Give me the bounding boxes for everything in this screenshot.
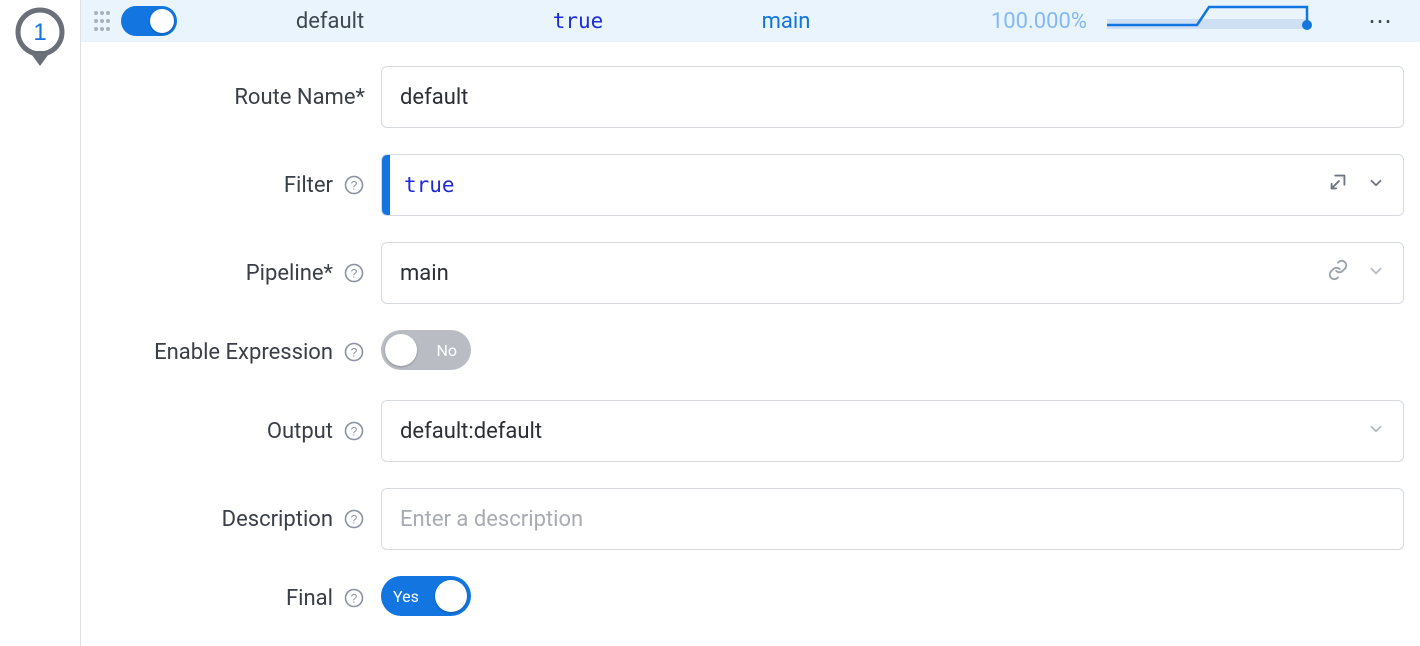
output-value: default:default: [400, 419, 542, 444]
svg-text:?: ?: [351, 267, 358, 281]
route-name-input[interactable]: default: [381, 66, 1404, 128]
route-name-label: Route Name*: [234, 85, 365, 110]
route-gutter: 1: [0, 0, 80, 646]
chevron-down-icon[interactable]: [1367, 419, 1385, 444]
route-header-row: default true main 100.000% ⋯: [81, 0, 1420, 42]
output-label: Output: [267, 419, 333, 444]
final-label: Final: [286, 586, 333, 611]
drag-handle-icon[interactable]: [91, 10, 113, 32]
route-enabled-toggle[interactable]: [121, 6, 177, 36]
filter-accent-bar: [382, 155, 390, 215]
chevron-down-icon[interactable]: [1367, 261, 1385, 286]
pipeline-select[interactable]: main: [381, 242, 1404, 304]
filter-input[interactable]: true: [381, 154, 1404, 216]
output-select[interactable]: default:default: [381, 400, 1404, 462]
chevron-down-icon[interactable]: [1367, 173, 1385, 198]
map-pin-icon: 1: [12, 6, 68, 72]
help-icon[interactable]: ?: [343, 587, 365, 609]
filter-value: true: [404, 173, 455, 197]
pipeline-value: main: [400, 261, 449, 286]
help-icon[interactable]: ?: [343, 341, 365, 363]
route-form: Route Name* default Filter ?: [81, 42, 1420, 646]
more-menu-button[interactable]: ⋯: [1360, 3, 1402, 39]
header-pipeline[interactable]: main: [681, 9, 891, 34]
header-filter: true: [483, 9, 673, 33]
link-icon[interactable]: [1327, 259, 1349, 287]
help-icon[interactable]: ?: [343, 174, 365, 196]
header-sparkline: [1107, 1, 1317, 41]
svg-text:?: ?: [351, 179, 358, 193]
svg-text:?: ?: [351, 592, 358, 606]
svg-text:?: ?: [351, 513, 358, 527]
toggle-off-text: No: [436, 330, 457, 370]
description-input[interactable]: [400, 507, 1385, 532]
route-name-value: default: [400, 85, 468, 110]
expand-icon[interactable]: [1327, 171, 1349, 199]
svg-text:?: ?: [351, 425, 358, 439]
toggle-on-text: Yes: [393, 576, 419, 616]
help-icon[interactable]: ?: [343, 262, 365, 284]
filter-label: Filter: [284, 173, 333, 198]
header-route-name: default: [185, 9, 475, 34]
final-toggle[interactable]: Yes: [381, 576, 471, 616]
route-number: 1: [33, 19, 46, 46]
pipeline-label: Pipeline*: [246, 261, 333, 286]
enable-expression-toggle[interactable]: No: [381, 330, 471, 370]
enable-expression-label: Enable Expression: [154, 340, 333, 365]
help-icon[interactable]: ?: [343, 508, 365, 530]
header-percent: 100.000%: [899, 9, 1099, 34]
help-icon[interactable]: ?: [343, 420, 365, 442]
description-label: Description: [222, 507, 333, 532]
description-input-wrapper: [381, 488, 1404, 550]
svg-text:?: ?: [351, 346, 358, 360]
